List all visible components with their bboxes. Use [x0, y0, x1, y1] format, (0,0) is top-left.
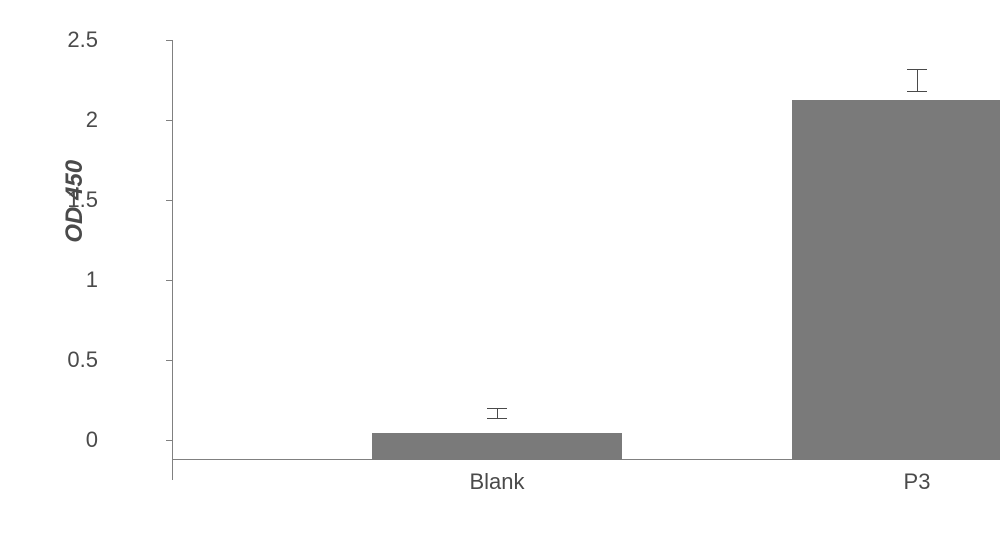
y-tick-mark [166, 40, 172, 41]
y-tick-label: 2.5 [58, 27, 98, 53]
bar [792, 100, 1000, 460]
error-bar-cap-top [907, 69, 927, 70]
error-bar-vertical [497, 408, 498, 418]
y-tick-mark [166, 200, 172, 201]
y-tick-mark [166, 120, 172, 121]
y-tick-label: 2 [58, 107, 98, 133]
y-tick-mark [166, 280, 172, 281]
y-tick-mark [166, 440, 172, 441]
x-tick-label: P3 [904, 469, 931, 495]
error-bar-cap-bottom [907, 91, 927, 92]
y-tick-label: 0 [58, 427, 98, 453]
x-tick-label: Blank [469, 469, 524, 495]
y-axis-line [172, 40, 173, 480]
y-tick-label: 1.5 [58, 187, 98, 213]
bar [372, 433, 622, 460]
y-tick-label: 1 [58, 267, 98, 293]
chart-container: OD 450 00.511.522.5 BlankP3 [60, 20, 960, 500]
y-tick-mark [166, 360, 172, 361]
error-bar-cap-top [487, 408, 507, 409]
error-bar-cap-bottom [487, 418, 507, 419]
y-tick-label: 0.5 [58, 347, 98, 373]
error-bar-vertical [917, 69, 918, 91]
